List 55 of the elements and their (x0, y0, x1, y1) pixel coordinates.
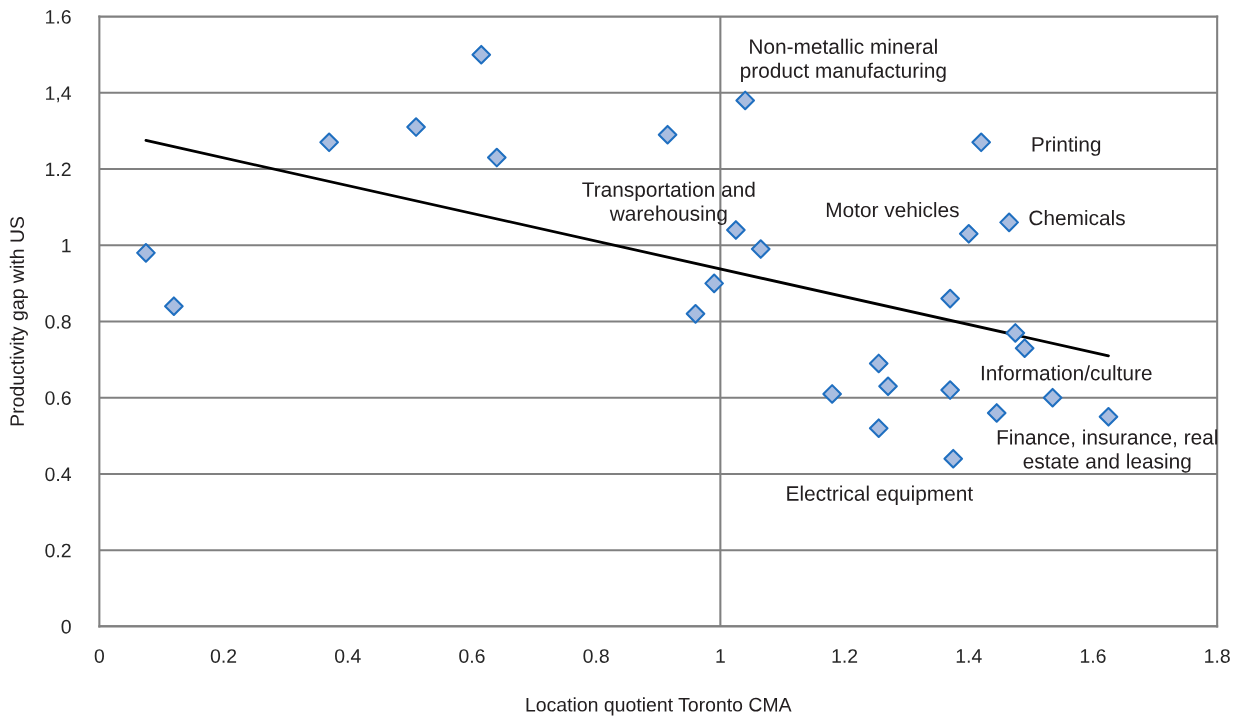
x-axis-title: Location quotient Toronto CMA (526, 697, 792, 716)
x-tick-label: 0 (94, 649, 105, 663)
point (486, 147, 507, 168)
y-tick-label: 0 (61, 619, 71, 634)
annotation: Information/culture (981, 365, 1152, 381)
point (735, 90, 756, 111)
y-tick-label: 1.6 (46, 10, 71, 24)
point (868, 418, 889, 439)
x-tick-label: 0.4 (335, 649, 361, 663)
point (822, 384, 842, 404)
point (657, 124, 678, 145)
point (940, 380, 960, 400)
point (406, 117, 426, 137)
point (1014, 338, 1035, 358)
point (685, 304, 706, 324)
y-tick-label: 0.4 (45, 467, 72, 482)
point (986, 403, 1007, 423)
point (750, 239, 771, 259)
point (940, 288, 960, 309)
annotation: Printing (1032, 136, 1101, 156)
point (943, 448, 964, 469)
x-tick-label: 0.2 (210, 649, 237, 663)
annotation: Electrical equipment (787, 485, 973, 505)
point (136, 243, 156, 263)
x-tick-label: 0.6 (459, 649, 485, 663)
point (1098, 406, 1119, 427)
annotation: Non-metallic mineral product manufacturing (741, 38, 946, 83)
annotation: Motor vehicles (826, 202, 959, 218)
y-tick-label: 0.2 (45, 543, 71, 558)
annotation: Chemicals (1029, 210, 1125, 226)
annotation: Finance, insurance, real estate and leasing (997, 429, 1218, 473)
y-axis-title: Productivity gap with US (9, 217, 28, 426)
point (971, 132, 991, 153)
x-tick-label: 1.6 (1080, 649, 1106, 663)
y-tick-label: 0.8 (45, 314, 71, 329)
point (1042, 387, 1063, 408)
x-tick-label: 1.8 (1205, 649, 1230, 663)
y-tick-label: 0.6 (45, 391, 71, 405)
point (958, 223, 979, 244)
x-tick-label: 0.8 (583, 649, 609, 663)
point (471, 44, 492, 65)
point (1005, 323, 1026, 343)
x-tick-label: 1.4 (956, 649, 982, 663)
point (878, 376, 898, 397)
x-tick-label: 1 (716, 649, 725, 663)
point (164, 296, 184, 317)
y-tick-label: 1 (62, 238, 71, 253)
y-tick-label: 1,4 (46, 86, 72, 103)
point (726, 220, 746, 240)
point (999, 212, 1019, 233)
y-tick-label: 1.2 (46, 162, 71, 177)
x-tick-label: 1.2 (832, 649, 858, 663)
point (868, 353, 889, 374)
point (319, 132, 339, 153)
point (704, 273, 724, 294)
